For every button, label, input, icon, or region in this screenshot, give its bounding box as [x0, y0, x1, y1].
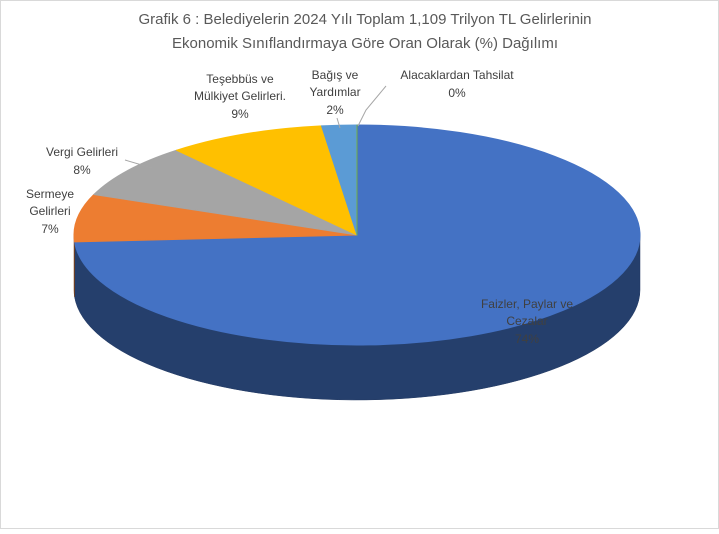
category-label: Vergi Gelirleri: [46, 145, 118, 159]
slice: [73, 194, 358, 243]
leader-line: [357, 85, 387, 127]
chart-title: Grafik 6 : Belediyelerin 2024 Yılı Topla…: [138, 11, 591, 28]
value-label: 9%: [231, 107, 249, 121]
category-label: Sermeye: [26, 187, 74, 201]
slice: [176, 125, 358, 236]
category-label: Mülkiyet Gelirleri.: [194, 89, 286, 103]
value-label: 2%: [326, 103, 344, 117]
category-label: Alacaklardan Tahsilat: [400, 68, 514, 82]
value-label: 74%: [515, 332, 539, 346]
category-label: Yardımlar: [309, 85, 360, 99]
category-label: Gelirleri: [29, 204, 70, 218]
chart-title: Ekonomik Sınıflandırmaya Göre Oran Olara…: [172, 35, 558, 52]
slice-side: [73, 234, 75, 297]
value-label: 7%: [41, 222, 59, 236]
category-label: Cezalar: [506, 314, 547, 328]
leader-line: [124, 159, 153, 169]
leader-line: [336, 117, 341, 129]
category-label: Teşebbüs ve: [206, 72, 274, 86]
value-label: 0%: [448, 86, 466, 100]
slice: [93, 149, 358, 236]
value-label: 8%: [73, 163, 91, 177]
category-label: Faizler, Paylar ve: [481, 297, 573, 311]
category-label: Bağış ve: [312, 68, 359, 82]
